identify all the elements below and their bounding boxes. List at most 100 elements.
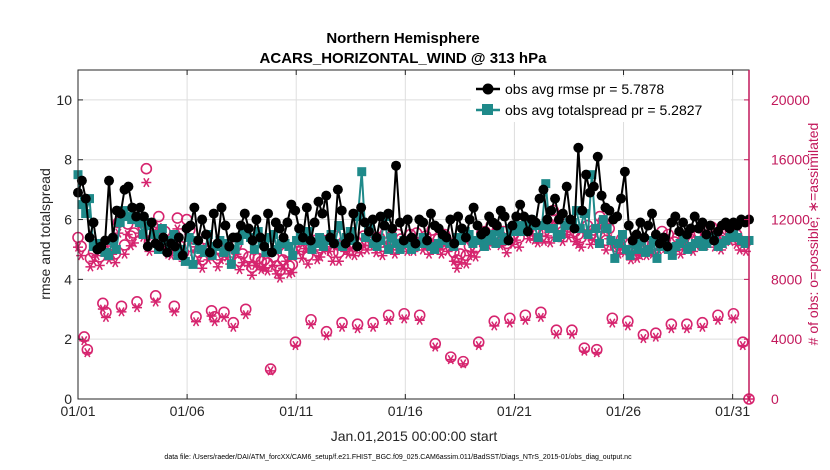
asterisk-stroke — [578, 242, 585, 252]
rmse-marker — [410, 238, 421, 249]
legend-spread-marker — [482, 104, 493, 115]
legend-box — [471, 77, 731, 122]
asterisk-stroke — [267, 366, 274, 376]
assimilated-obs-marker — [445, 354, 456, 365]
assimilated-obs-marker — [455, 257, 466, 268]
asterisk-stroke — [152, 297, 159, 307]
assimilated-obs-marker — [579, 346, 590, 356]
rmse-marker — [678, 217, 689, 228]
totalspread-marker — [694, 235, 704, 245]
y2-tick-label: 20000 — [771, 92, 810, 108]
totalspread-marker — [226, 259, 236, 269]
rmse-marker — [701, 229, 712, 240]
asterisk-stroke — [463, 259, 470, 269]
assimilated-obs-marker — [315, 252, 326, 262]
rmse-marker — [503, 235, 514, 246]
asterisk-stroke — [739, 340, 746, 351]
rmse-marker — [515, 199, 526, 210]
totalspread-marker — [587, 170, 597, 180]
asterisk-stroke — [317, 252, 324, 262]
rmse-marker — [200, 229, 211, 240]
totalspread-marker — [598, 215, 608, 225]
assimilated-obs-marker — [638, 333, 649, 344]
rmse-marker — [449, 238, 460, 249]
y2-axis-label: # of obs: o=possible; ∗=assimilated — [805, 123, 821, 346]
y2-tick-label: 8000 — [771, 271, 802, 287]
rmse-marker — [422, 235, 433, 246]
assimilated-obs-marker — [504, 318, 515, 328]
rmse-marker — [456, 223, 467, 234]
assimilated-obs-marker — [79, 335, 90, 346]
rmse-marker — [309, 217, 320, 228]
x-tick-label: 01/06 — [170, 403, 205, 419]
y-axis-label: rmse and totalspread — [37, 168, 53, 300]
rmse-marker — [464, 214, 475, 225]
totalspread-marker — [537, 221, 547, 231]
asterisk-stroke — [354, 324, 361, 334]
rmse-marker — [561, 181, 572, 192]
rmse-marker — [371, 232, 382, 243]
rmse-marker — [255, 232, 266, 243]
rmse-marker — [239, 208, 250, 219]
rmse-marker — [301, 202, 312, 213]
totalspread-marker — [115, 218, 125, 228]
rmse-marker — [263, 208, 274, 219]
assimilated-obs-marker — [566, 329, 577, 340]
assimilated-obs-marker — [246, 270, 257, 281]
rmse-marker — [573, 142, 584, 153]
asterisk-stroke — [292, 340, 299, 351]
totalspread-marker — [533, 232, 543, 242]
totalspread-marker — [188, 259, 198, 269]
totalspread-marker — [173, 250, 183, 260]
chart-subtitle: ACARS_HORIZONTAL_WIND @ 313 hPa — [260, 50, 548, 67]
rmse-marker — [402, 214, 413, 225]
assimilated-obs-marker — [305, 319, 316, 330]
asterisk-stroke — [81, 335, 88, 346]
assimilated-obs-marker — [197, 263, 208, 273]
asterisk-stroke — [133, 302, 141, 313]
asterisk-stroke — [515, 242, 523, 252]
y2-tick-label: 0 — [771, 391, 779, 407]
rmse-marker — [169, 241, 180, 252]
asterisk-stroke — [624, 321, 631, 331]
totalspread-marker — [541, 179, 551, 189]
assimilated-obs-marker — [228, 322, 239, 333]
assimilated-obs-marker — [191, 316, 202, 327]
rmse-marker — [135, 202, 146, 213]
totalspread-marker — [583, 230, 593, 239]
y2-tick-label: 4000 — [771, 331, 802, 347]
rmse-marker — [647, 208, 658, 219]
assimilated-obs-marker — [240, 309, 251, 320]
asterisk-stroke — [192, 316, 200, 327]
totalspread-marker — [602, 224, 612, 234]
totalspread-marker — [571, 206, 581, 216]
y-tick-label: 6 — [64, 212, 72, 228]
rmse-marker — [658, 232, 669, 243]
totalspread-marker — [81, 209, 91, 219]
assimilated-obs-marker — [302, 259, 313, 269]
rmse-marker — [251, 214, 262, 225]
assimilated-obs-marker — [274, 273, 285, 283]
assimilated-obs-marker — [352, 324, 363, 334]
asterisk-stroke — [602, 245, 610, 255]
y2-tick-label: 16000 — [771, 152, 810, 168]
assimilated-obs-marker — [265, 366, 276, 376]
rmse-marker — [162, 247, 173, 258]
rmse-marker — [542, 214, 553, 225]
assimilated-obs-marker — [169, 307, 180, 317]
totalspread-marker — [648, 235, 658, 245]
possible-obs-marker — [444, 351, 457, 363]
assimilated-obs-marker — [607, 318, 618, 328]
rmse-marker — [639, 232, 650, 243]
rmse-marker — [290, 205, 301, 216]
rmse-marker — [499, 211, 510, 222]
rmse-marker — [643, 220, 654, 231]
footnote: data file: /Users/raeder/DAI/ATM_forcXX/… — [164, 454, 632, 461]
rmse-marker — [441, 232, 452, 243]
totalspread-marker — [272, 244, 282, 254]
totalspread-marker — [180, 256, 190, 266]
rmse-marker — [581, 169, 592, 180]
assimilated-obs-marker — [209, 316, 220, 327]
rmse-marker — [76, 175, 87, 186]
asterisk-stroke — [360, 241, 367, 251]
